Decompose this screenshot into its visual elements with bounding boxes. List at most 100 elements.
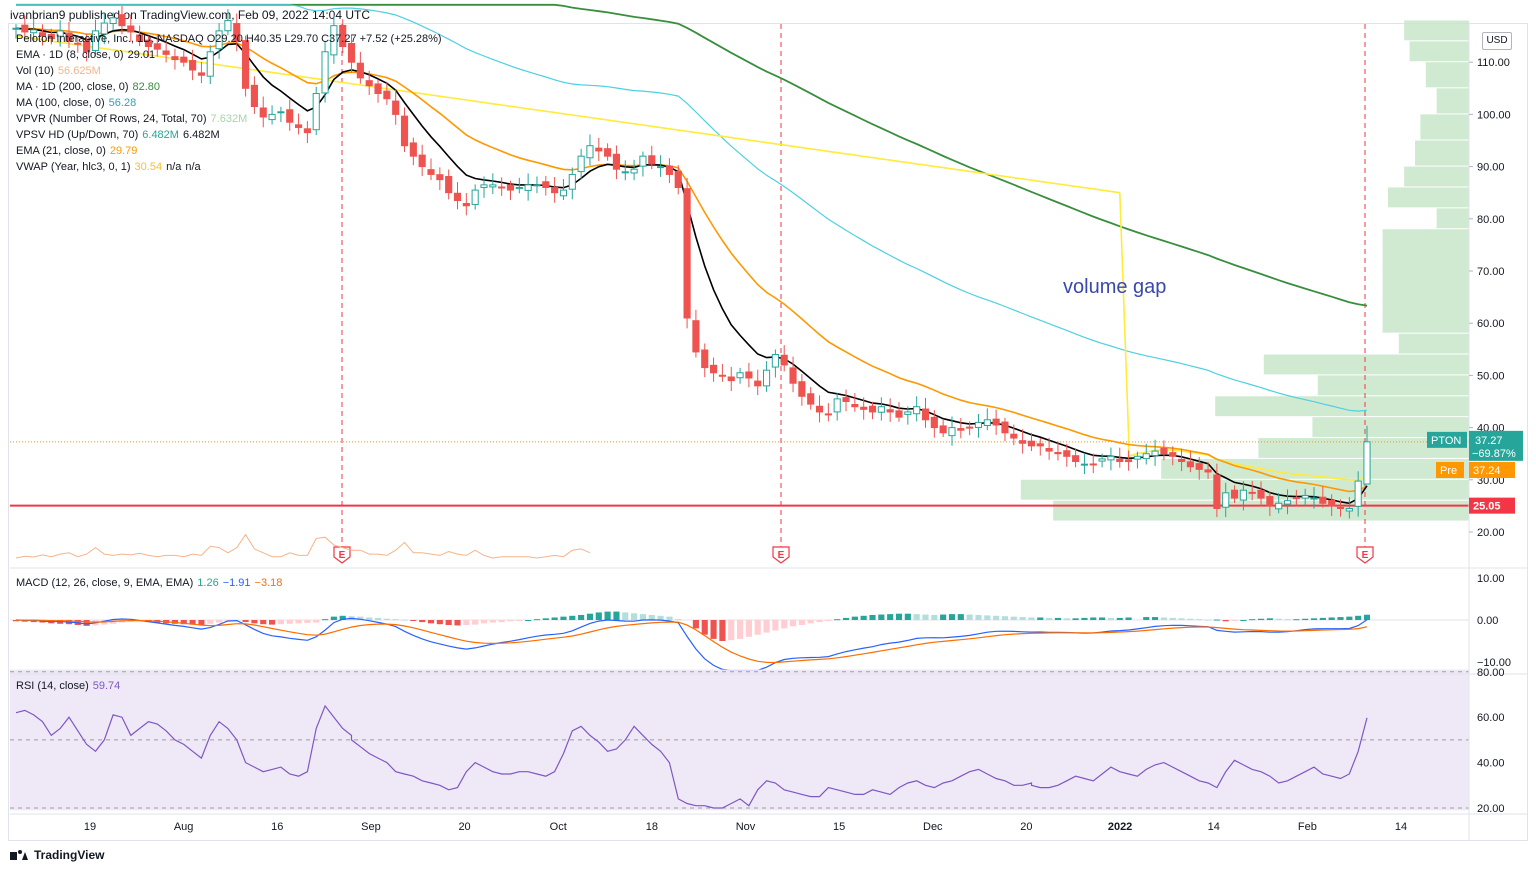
- candle-body: [1213, 474, 1221, 510]
- chart-frame: [8, 23, 1528, 841]
- legend-ema21[interactable]: EMA (21, close, 0) 29.79: [16, 143, 137, 159]
- macd-tick-label: −10.00: [1477, 657, 1511, 669]
- macd-histogram-bar: [789, 620, 797, 627]
- footer-brand-text: TradingView: [34, 848, 105, 862]
- candle-body: [400, 115, 409, 147]
- macd-histogram-bar: [860, 615, 867, 620]
- macd-histogram-bar: [189, 620, 196, 625]
- candle-body: [74, 42, 82, 45]
- candle-body: [480, 184, 488, 188]
- macd-histogram-bar: [1204, 619, 1212, 621]
- candle-body: [1336, 506, 1345, 510]
- candle-body: [665, 165, 673, 175]
- macd-histogram-bar: [1266, 618, 1273, 620]
- date-tick-label: 19: [84, 821, 96, 833]
- candle-body: [356, 62, 364, 79]
- candle-body: [736, 372, 744, 379]
- candle-body: [1345, 508, 1353, 512]
- price-tag-pre-label: Pre: [1440, 465, 1457, 477]
- legend-ma200[interactable]: MA · 1D (200, close, 0) 82.80: [16, 79, 160, 95]
- legend-ema21-label: EMA (21, close, 0): [16, 145, 106, 157]
- candle-body: [436, 174, 444, 181]
- candle-body: [727, 376, 735, 382]
- date-tick-label: 2022: [1108, 821, 1132, 833]
- macd-histogram-bar: [507, 620, 514, 622]
- macd-histogram-bar: [1107, 617, 1114, 620]
- macd-histogram-bar: [807, 620, 814, 624]
- date-tick-label: Dec: [923, 821, 943, 833]
- candle-body: [56, 30, 64, 37]
- candle-body: [215, 30, 223, 50]
- earnings-marker-label: E: [339, 550, 346, 561]
- candle-body: [242, 40, 250, 89]
- legend-ma100[interactable]: MA (100, close, 0) 56.28: [16, 95, 136, 111]
- candle-body: [462, 203, 470, 207]
- macd-histogram-bar: [895, 613, 903, 620]
- macd-histogram-bar: [1178, 618, 1185, 620]
- tradingview-logo-icon: [10, 850, 28, 860]
- candle-body: [471, 189, 479, 205]
- candle-body: [383, 90, 391, 100]
- candle-body: [38, 32, 47, 37]
- legend-vpsv[interactable]: VPSV HD (Up/Down, 70) 6.482M 6.482M: [16, 127, 220, 143]
- macd-histogram-bar: [639, 614, 647, 620]
- volume-profile-bar: [1404, 166, 1469, 187]
- macd-histogram-bar: [260, 620, 267, 625]
- legend-rsi[interactable]: RSI (14, close) 59.74: [16, 678, 120, 694]
- candle-body: [162, 50, 170, 55]
- macd-histogram-bar: [613, 611, 620, 620]
- macd-histogram-bar: [445, 620, 452, 626]
- legend-ema8-value: 29.01: [127, 49, 156, 61]
- candle-body: [153, 43, 161, 50]
- macd-histogram-bar: [1363, 614, 1371, 620]
- macd-histogram-bar: [1257, 618, 1265, 620]
- macd-histogram-bar: [604, 611, 611, 620]
- macd-histogram-bar: [251, 620, 258, 624]
- macd-histogram-bar: [1337, 617, 1344, 620]
- macd-histogram-bar: [1231, 620, 1238, 621]
- macd-histogram-bar: [1222, 620, 1229, 622]
- macd-histogram-bar: [940, 614, 947, 620]
- legend-rsi-label: RSI (14, close): [16, 680, 89, 692]
- candle-body: [983, 419, 991, 427]
- candle-body: [886, 409, 894, 413]
- candle-body: [1001, 421, 1009, 434]
- candle-body: [1275, 502, 1283, 510]
- candle-body: [47, 34, 55, 40]
- legend-vol[interactable]: Vol (10) 56.625M: [16, 63, 101, 79]
- currency-button[interactable]: USD: [1482, 32, 1512, 50]
- macd-histogram-bar: [736, 620, 744, 639]
- macd-histogram-bar: [1284, 619, 1291, 621]
- macd-histogram-bar: [1275, 618, 1282, 620]
- price-tag-symbol-bg: [1427, 431, 1467, 448]
- macd-histogram-bar: [1116, 617, 1123, 620]
- legend-ema8[interactable]: EMA · 1D (8, close, 0) 29.01: [16, 47, 155, 63]
- candle-body: [1292, 497, 1300, 500]
- candle-body: [1151, 450, 1159, 456]
- legend-vpvr-value: 7.632M: [210, 113, 248, 125]
- candle-body: [1019, 440, 1027, 444]
- macd-histogram-bar: [357, 616, 364, 620]
- macd-histogram-bar: [198, 620, 205, 626]
- macd-histogram-bar: [984, 615, 991, 620]
- macd-histogram-bar: [1196, 619, 1203, 621]
- candle-body: [418, 154, 426, 168]
- candle-body: [710, 364, 718, 374]
- candle-body: [1363, 441, 1371, 485]
- earnings-marker-label: E: [778, 550, 785, 561]
- candle-body: [1125, 459, 1133, 463]
- legend-vpvr[interactable]: VPVR (Number Of Rows, 24, Total, 70) 7.63…: [16, 111, 247, 127]
- candle-body: [1027, 440, 1036, 447]
- rsi-tick-label: 80.00: [1477, 667, 1505, 679]
- macd-histogram-bar: [401, 619, 408, 621]
- footer-brand[interactable]: TradingView: [10, 848, 104, 862]
- candle-body: [657, 166, 665, 169]
- candle-body: [303, 128, 311, 134]
- legend-vwap[interactable]: VWAP (Year, hlc3, 0, 1) 30.54 n/a n/a: [16, 159, 201, 175]
- candle-body: [224, 19, 232, 32]
- macd-histogram-bar: [1037, 617, 1044, 620]
- candle-body: [966, 426, 974, 429]
- ma100-line: [16, 4, 1368, 412]
- legend-macd[interactable]: MACD (12, 26, close, 9, EMA, EMA) 1.26 −1.…: [16, 575, 282, 591]
